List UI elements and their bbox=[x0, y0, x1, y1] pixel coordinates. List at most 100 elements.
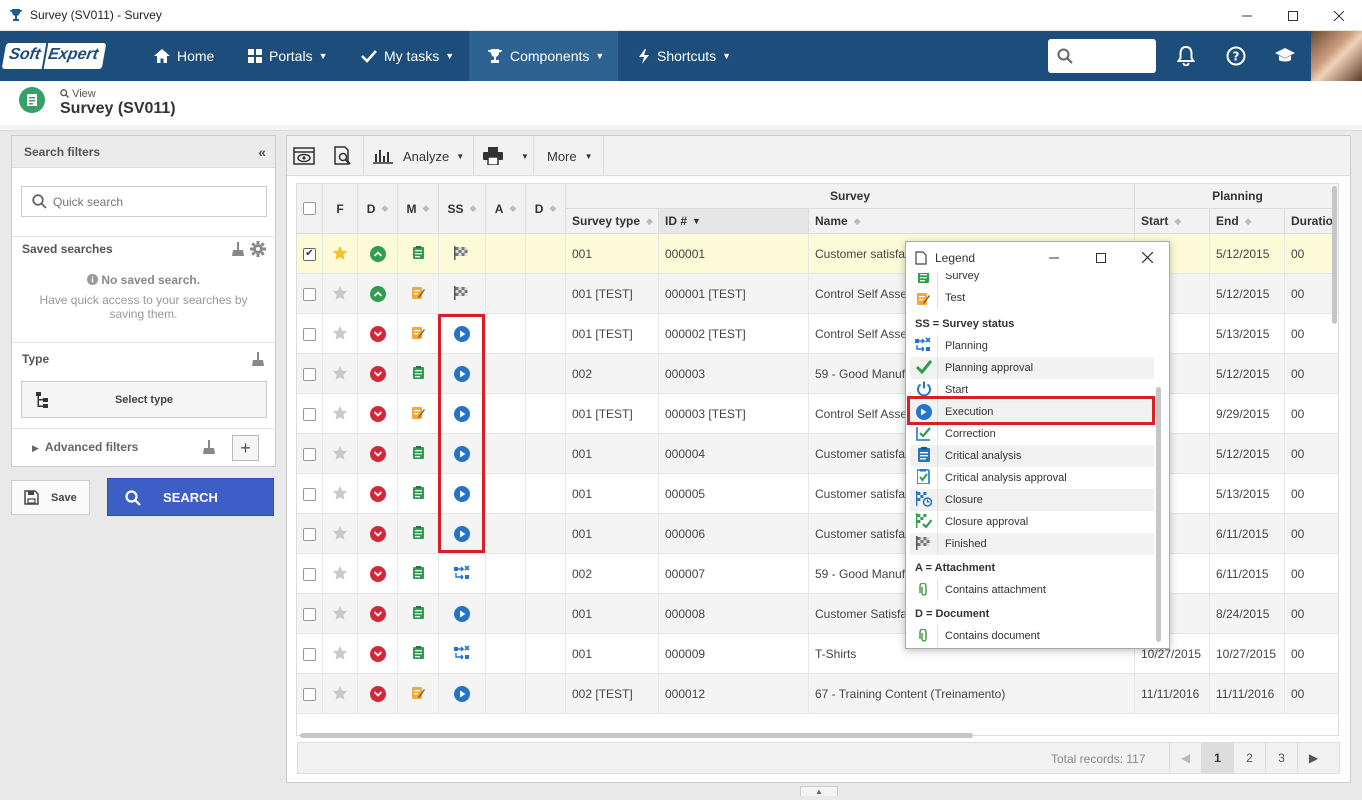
row-checkbox[interactable] bbox=[303, 407, 316, 421]
header-name[interactable]: Name ◆ bbox=[809, 209, 1135, 234]
grid-toolbar: Analyze ▼ ▼ More ▼ bbox=[287, 136, 1350, 176]
close-window-button[interactable] bbox=[1316, 0, 1362, 31]
star-icon[interactable] bbox=[332, 365, 348, 384]
select-all-checkbox[interactable] bbox=[303, 202, 316, 215]
row-checkbox[interactable] bbox=[303, 287, 316, 301]
header-duration[interactable]: Duratio bbox=[1285, 209, 1338, 234]
star-icon[interactable] bbox=[332, 325, 348, 344]
star-icon[interactable] bbox=[332, 685, 348, 704]
star-icon[interactable] bbox=[332, 525, 348, 544]
id-cell: 000004 bbox=[659, 434, 809, 474]
header-end[interactable]: End ◆ bbox=[1210, 209, 1285, 234]
analyze-dropdown[interactable]: Analyze ▼ bbox=[373, 136, 464, 176]
row-checkbox[interactable]: ✔ bbox=[303, 247, 316, 261]
header-start[interactable]: Start ◆ bbox=[1135, 209, 1210, 234]
next-page-button[interactable]: ▶ bbox=[1297, 743, 1329, 773]
broom-icon[interactable] bbox=[203, 440, 215, 454]
star-icon[interactable] bbox=[332, 405, 348, 424]
star-icon[interactable] bbox=[332, 285, 348, 304]
detail-search-button[interactable] bbox=[334, 136, 356, 176]
avatar[interactable] bbox=[1311, 31, 1362, 81]
broom-icon[interactable] bbox=[232, 242, 244, 256]
favorite-cell bbox=[323, 674, 358, 714]
search-button[interactable]: SEARCH bbox=[107, 478, 274, 516]
gear-icon[interactable] bbox=[250, 241, 266, 257]
star-icon[interactable] bbox=[332, 245, 348, 264]
header-m[interactable]: M ◆ bbox=[398, 184, 439, 234]
star-icon[interactable] bbox=[332, 445, 348, 464]
add-filter-button[interactable]: + bbox=[232, 435, 259, 461]
deadline-cell bbox=[358, 234, 398, 274]
row-checkbox[interactable] bbox=[303, 327, 316, 341]
quick-search-field[interactable] bbox=[53, 194, 253, 209]
table-row[interactable]: 001 000009 T-Shirts 10/27/2015 10/27/2015 00 bbox=[297, 634, 1338, 674]
expand-panel-handle[interactable]: ▲ bbox=[800, 786, 838, 796]
global-search-input[interactable] bbox=[1048, 39, 1156, 73]
advanced-filters-toggle[interactable]: ▶ Advanced filters bbox=[32, 440, 139, 454]
collapse-panel-icon[interactable]: « bbox=[258, 144, 266, 160]
star-icon[interactable] bbox=[332, 645, 348, 664]
row-checkbox[interactable] bbox=[303, 527, 316, 541]
view-record-button[interactable] bbox=[293, 136, 317, 176]
survey-status-cell bbox=[439, 274, 486, 314]
row-checkbox[interactable] bbox=[303, 607, 316, 621]
header-id[interactable]: ID # ▼ bbox=[659, 209, 809, 234]
table-row[interactable]: 002 [TEST] 000012 67 - Training Content (T… bbox=[297, 674, 1338, 714]
select-type-button[interactable]: Select type bbox=[21, 381, 267, 418]
legend-item-survey: Survey bbox=[910, 273, 1154, 287]
row-checkbox[interactable] bbox=[303, 687, 316, 701]
row-checkbox[interactable] bbox=[303, 567, 316, 581]
header-d[interactable]: D ◆ bbox=[358, 184, 398, 234]
minimize-button[interactable] bbox=[1224, 0, 1270, 31]
row-select-cell bbox=[297, 394, 323, 434]
legend-minimize-button[interactable] bbox=[1031, 242, 1077, 273]
more-dropdown[interactable]: More ▼ bbox=[547, 148, 593, 164]
save-button[interactable]: Save bbox=[11, 480, 90, 515]
row-checkbox[interactable] bbox=[303, 367, 316, 381]
nav-my-tasks[interactable]: My tasks ▼ bbox=[361, 31, 454, 81]
window-title: Survey (SV011) - Survey bbox=[30, 8, 162, 22]
header-a[interactable]: A ◆ bbox=[486, 184, 526, 234]
legend-scrollbar[interactable] bbox=[1156, 387, 1161, 642]
quick-search-input[interactable] bbox=[21, 186, 267, 217]
legend-maximize-button[interactable] bbox=[1078, 242, 1124, 273]
nav-components[interactable]: Components ▼ bbox=[469, 31, 618, 81]
print-dropdown[interactable]: ▼ bbox=[483, 136, 529, 176]
header-survey-type[interactable]: Survey type ◆ bbox=[566, 209, 659, 234]
softexpert-logo[interactable]: Soft Expert bbox=[1, 43, 107, 69]
page-2-button[interactable]: 2 bbox=[1233, 743, 1265, 773]
id-cell: 000005 bbox=[659, 474, 809, 514]
legend-close-button[interactable] bbox=[1124, 242, 1169, 273]
help-icon[interactable]: ? bbox=[1224, 44, 1248, 68]
prev-page-button[interactable]: ◀ bbox=[1169, 743, 1201, 773]
header-ss[interactable]: SS ◆ bbox=[439, 184, 486, 234]
duration-cell: 00 bbox=[1291, 367, 1305, 381]
nav-portals[interactable]: Portals ▼ bbox=[248, 31, 328, 81]
row-checkbox[interactable] bbox=[303, 487, 316, 501]
header-select-all[interactable] bbox=[297, 184, 323, 234]
execution-icon bbox=[454, 686, 470, 702]
page-1-button[interactable]: 1 bbox=[1201, 743, 1233, 773]
broom-icon[interactable] bbox=[252, 352, 264, 366]
star-icon[interactable] bbox=[332, 565, 348, 584]
closure-icon bbox=[915, 490, 932, 510]
star-icon[interactable] bbox=[332, 485, 348, 504]
table-row[interactable]: 001 [TEST] 000001 [TEST] Control Self Asse… bbox=[297, 274, 1338, 314]
row-checkbox[interactable] bbox=[303, 647, 316, 661]
bell-icon[interactable] bbox=[1174, 44, 1198, 68]
nav-home[interactable]: Home bbox=[154, 31, 214, 81]
maximize-button[interactable] bbox=[1270, 0, 1316, 31]
header-d2[interactable]: D ◆ bbox=[526, 184, 566, 234]
vertical-scrollbar[interactable] bbox=[1332, 186, 1337, 324]
horizontal-scrollbar[interactable] bbox=[300, 733, 973, 738]
survey-icon bbox=[412, 446, 424, 462]
row-checkbox[interactable] bbox=[303, 447, 316, 461]
graduation-cap-icon[interactable] bbox=[1273, 44, 1297, 68]
nav-shortcuts[interactable]: Shortcuts ▼ bbox=[638, 31, 731, 81]
header-f[interactable]: F bbox=[323, 184, 358, 234]
page-3-button[interactable]: 3 bbox=[1265, 743, 1297, 773]
star-icon[interactable] bbox=[332, 605, 348, 624]
